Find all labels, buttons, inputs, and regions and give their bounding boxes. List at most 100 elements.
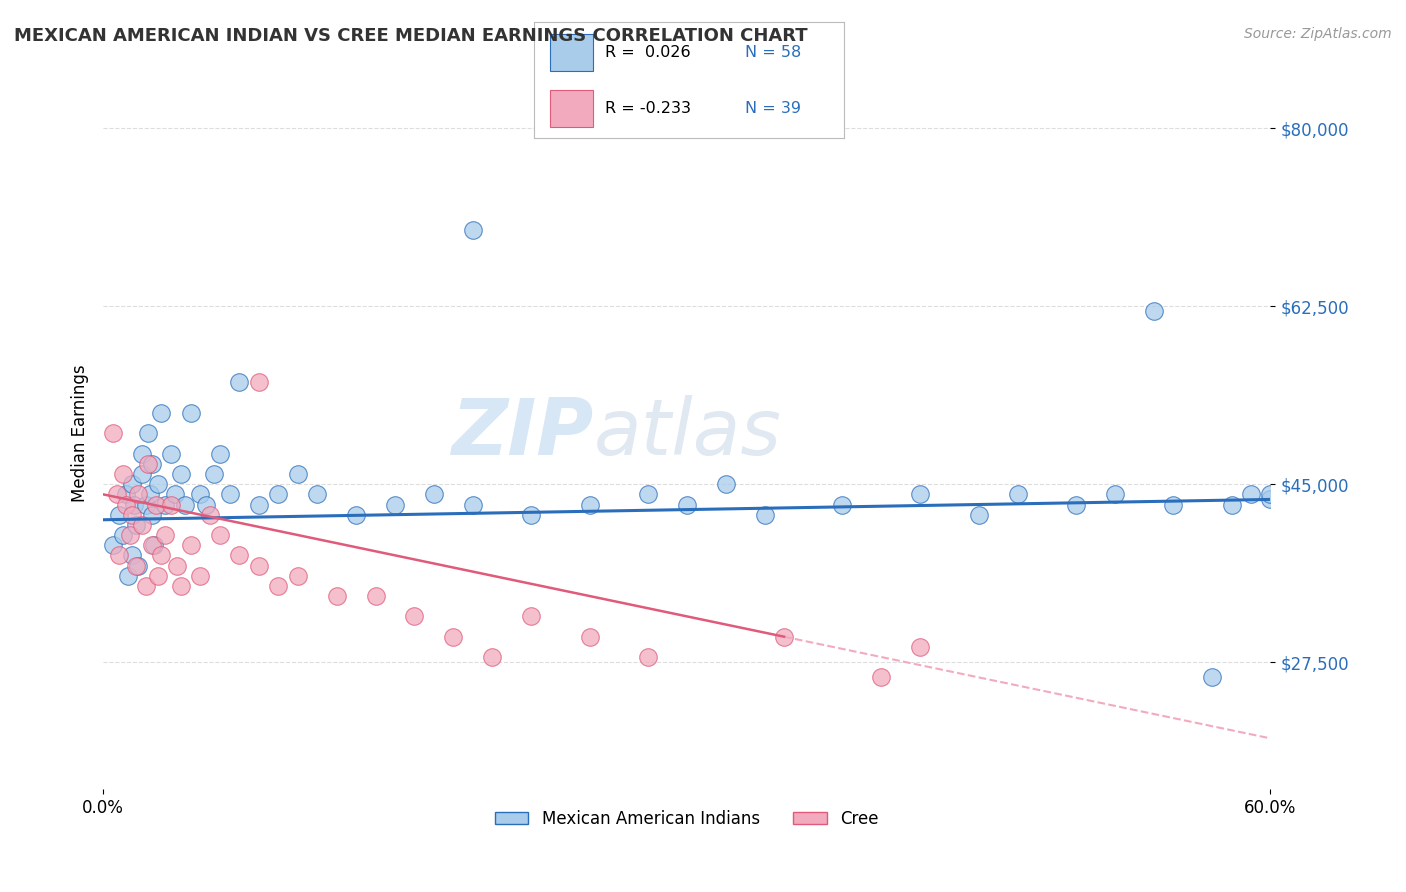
Point [1240,487,1263,501]
Point [170,579,193,593]
Point [121,549,143,563]
Point [714,477,737,491]
Point [287,467,309,481]
Point [910,487,932,501]
Point [131,447,153,461]
Point [146,477,169,491]
Text: atlas: atlas [593,395,782,471]
Point [461,223,484,237]
Point [247,376,270,390]
Point [165,487,187,501]
Point [578,630,600,644]
Point [637,487,659,501]
Point [150,549,173,563]
Point [155,528,177,542]
Text: N = 39: N = 39 [745,101,800,116]
Point [1064,498,1087,512]
Point [675,498,697,512]
Point [105,487,128,501]
Point [208,528,231,542]
Point [441,630,464,644]
Point [1104,487,1126,501]
Point [1220,498,1243,512]
Text: R =  0.026: R = 0.026 [606,45,690,60]
Point [364,589,387,603]
Point [121,477,143,491]
Point [578,498,600,512]
Point [520,508,543,522]
Point [202,467,225,481]
Point [107,508,129,522]
Point [870,670,893,684]
Point [120,528,142,542]
Point [267,579,290,593]
Point [155,498,177,512]
Point [247,558,270,573]
Point [307,487,329,501]
Point [773,630,796,644]
Point [122,498,145,512]
Point [131,467,153,481]
Point [228,376,250,390]
Point [111,528,134,542]
Point [127,487,149,501]
Y-axis label: Median Earnings: Median Earnings [72,365,89,502]
Point [135,498,157,512]
Text: ZIP: ZIP [451,395,593,471]
Point [228,549,250,563]
Point [111,467,134,481]
Point [145,498,167,512]
Point [127,558,149,573]
Point [423,487,446,501]
Point [166,558,188,573]
FancyBboxPatch shape [550,34,593,71]
FancyBboxPatch shape [550,89,593,127]
Point [107,549,129,563]
Point [139,487,162,501]
Legend: Mexican American Indians, Cree: Mexican American Indians, Cree [488,803,886,834]
Point [180,406,202,420]
Point [135,579,157,593]
Text: N = 58: N = 58 [745,45,801,60]
Point [1143,304,1166,318]
Point [141,457,163,471]
Point [461,498,484,512]
Point [481,650,503,665]
Point [136,457,159,471]
Point [967,508,990,522]
Point [1260,492,1282,507]
Point [325,589,347,603]
Point [195,498,218,512]
Point [404,609,426,624]
Point [131,517,153,532]
Text: MEXICAN AMERICAN INDIAN VS CREE MEDIAN EARNINGS CORRELATION CHART: MEXICAN AMERICAN INDIAN VS CREE MEDIAN E… [14,27,807,45]
Point [190,487,212,501]
Point [190,568,212,582]
Point [150,406,173,420]
Point [198,508,221,522]
Point [344,508,367,522]
Point [267,487,290,501]
Point [208,447,231,461]
Point [160,447,183,461]
Point [180,538,202,552]
Point [121,508,143,522]
Point [831,498,853,512]
Point [101,538,124,552]
Point [754,508,776,522]
Point [1161,498,1184,512]
Point [117,568,139,582]
Text: R = -0.233: R = -0.233 [606,101,692,116]
Point [142,538,165,552]
Point [218,487,240,501]
Point [146,568,169,582]
Point [1260,487,1282,501]
Point [384,498,406,512]
Point [136,426,159,441]
Point [115,498,138,512]
Point [287,568,309,582]
Text: Source: ZipAtlas.com: Source: ZipAtlas.com [1244,27,1392,41]
Point [125,517,148,532]
Point [1201,670,1223,684]
Point [125,558,148,573]
